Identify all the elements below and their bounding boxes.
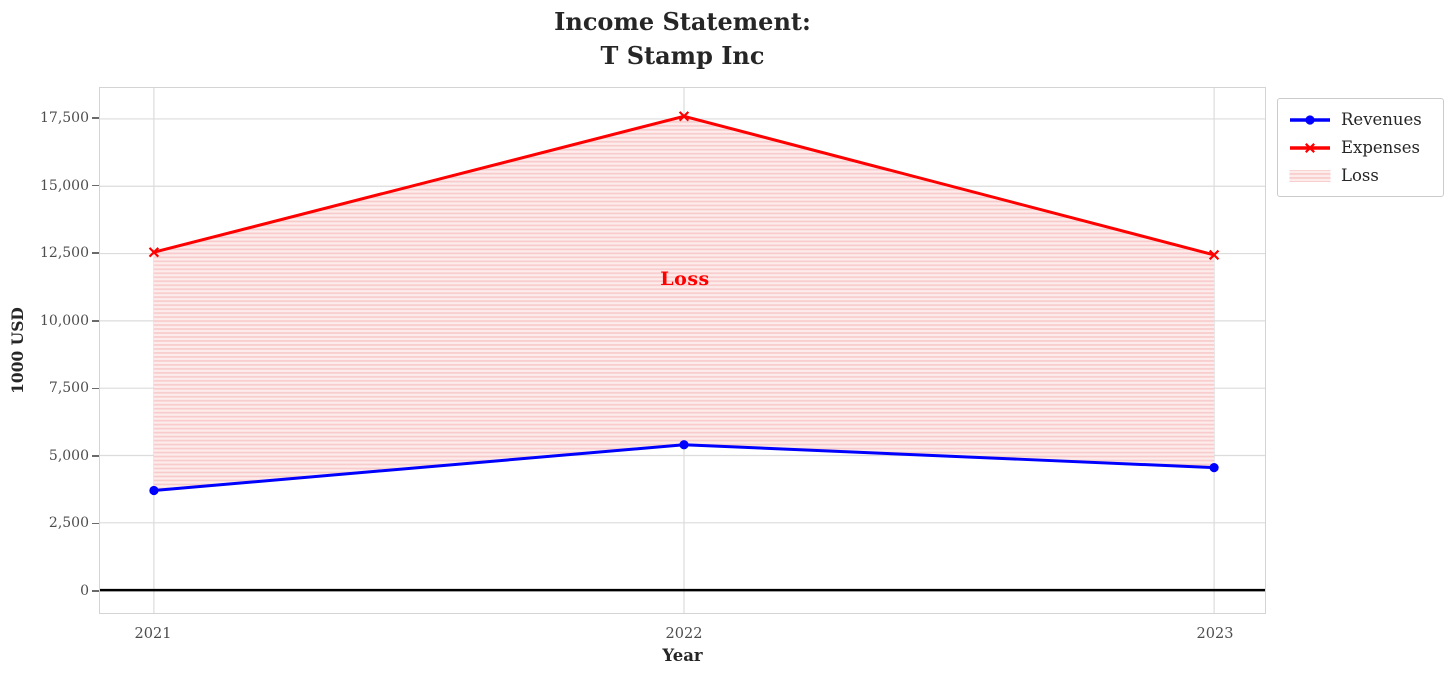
loss-fill: [153, 116, 1215, 491]
expenses-series: [148, 111, 1220, 261]
y-tick-mark: [92, 319, 99, 322]
expenses-marker: [678, 111, 690, 122]
y-tick-label: 7,500: [48, 380, 89, 397]
y-tick-label: 12,500: [40, 245, 89, 262]
y-tick-label: 5,000: [48, 447, 89, 464]
revenues-series: [149, 440, 1219, 496]
y-axis-label-wrap: 1000 USD: [2, 87, 32, 614]
x-tick-label: 2023: [1196, 626, 1234, 642]
y-tick-mark: [92, 387, 99, 390]
y-tick-mark: [92, 455, 99, 457]
legend: Revenues Expenses Loss: [1277, 98, 1444, 197]
y-tick-mark: [92, 184, 99, 187]
expenses-legend-marker-icon: [1290, 143, 1330, 153]
chart-title: Income Statement: T Stamp Inc: [554, 7, 811, 70]
y-tick-label: 15,000: [40, 177, 89, 194]
y-tick-mark: [92, 117, 99, 119]
legend-item-expenses: Expenses: [1289, 134, 1434, 162]
plot-area: Loss: [99, 87, 1266, 614]
y-tick-mark: [92, 252, 99, 254]
legend-label: Loss: [1341, 165, 1379, 185]
y-tick-label: 0: [80, 583, 89, 600]
revenues-marker: [679, 440, 689, 450]
revenues-legend-marker-icon: [1290, 115, 1330, 125]
expenses-marker: [1208, 249, 1220, 261]
y-tick-label: 10,000: [40, 312, 89, 329]
revenues-marker: [1209, 463, 1219, 473]
legend-label: Expenses: [1341, 137, 1421, 157]
x-tick-label: 2022: [665, 626, 703, 642]
chart-canvas: [100, 88, 1265, 613]
legend-label: Revenues: [1341, 109, 1422, 129]
legend-item-loss: Loss: [1289, 162, 1434, 190]
x-tick-label: 2021: [134, 626, 172, 642]
legend-item-revenues: Revenues: [1289, 106, 1434, 134]
y-tick-label: 2,500: [48, 515, 89, 532]
y-tick-mark: [92, 522, 99, 525]
y-tick-mark: [92, 590, 99, 592]
revenues-marker: [149, 485, 159, 496]
loss-legend-marker-icon: [1289, 170, 1331, 182]
y-tick-label: 17,500: [40, 110, 89, 127]
loss-annotation: Loss: [660, 268, 710, 290]
expenses-marker: [148, 247, 160, 258]
x-axis-label: Year: [662, 646, 703, 665]
